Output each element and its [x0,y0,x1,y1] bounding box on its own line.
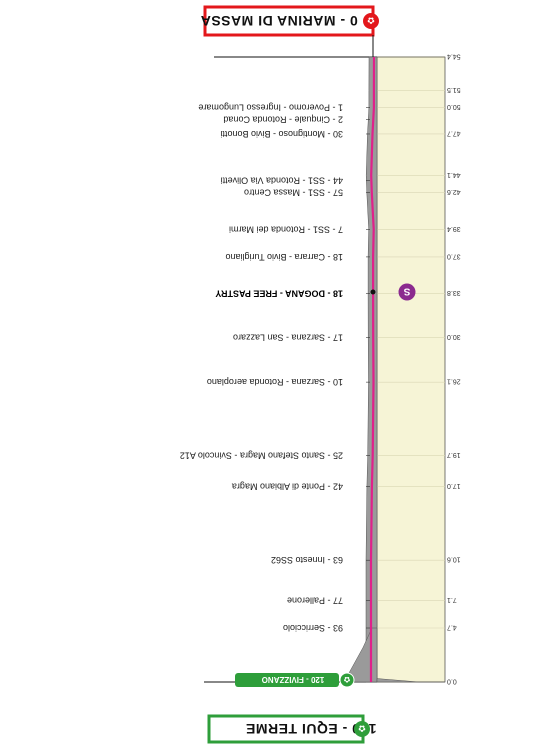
gpm-banner: 120 - FIVIZZANO ✿ [235,672,355,688]
gpm-banner-box [235,673,339,687]
km-tick-label: 0.0 [447,678,457,685]
sprint-badge-letter: S [403,286,410,297]
waypoint-label: 10 - Sarzana - Rotonda aeroplano [207,377,343,387]
waypoint-label: 18 - DOGANA - FREE PASTRY [215,289,343,299]
sprint-marker-dot [370,289,376,295]
km-tick-label: 17.0 [447,482,461,489]
waypoint-label: 7 - SS1 - Rotonda dei Marmi [229,224,343,234]
waypoint-label: 77 - Pallerone [287,595,343,605]
finish-logo-glyph: ✿ [367,16,375,26]
finish-logo-icon [363,13,379,29]
start-banner-label: 150 - EQUI TERME [246,721,377,737]
km-tick-label: 51.5 [447,86,461,93]
waypoint-label: 93 - Serricciolo [283,623,343,633]
km-tick-label: 4.7 [447,624,457,631]
waypoint-label: 63 - Innesto SS62 [271,555,343,565]
elevation-profile [343,56,445,683]
elevation-start-shelf [376,678,445,683]
finish-banner-label: 0 - MARINA DI MASSA [200,13,358,29]
km-tick-label: 47.7 [447,129,461,136]
km-tick-label: 33.8 [447,289,461,296]
km-tick-label: 30.0 [447,333,461,340]
waypoint-label: 44 - SS1 - Rotonda Via Olivetti [221,176,343,186]
km-tick-label: 42.6 [447,188,461,195]
waypoint-label: 17 - Sarzana - San Lazzaro [233,332,343,342]
km-tick-label: 39.4 [447,225,461,232]
waypoint-label: 25 - Santo Stefano Magra - Svincolo A12 [180,451,343,461]
km-tick-label: 26.1 [447,378,461,385]
km-tick-label: 37.0 [447,252,461,259]
waypoint-label: 18 - Carrara - Bivio Turigliano [225,252,343,262]
waypoint-label: 1 - Poveromo - Ingresso Lungomare [198,103,343,113]
waypoint-label: 30 - Montignoso - Bivio Bonotti [220,129,343,139]
waypoint-labels: 1 - Poveromo - Ingresso Lungomare 2 - Cin… [180,103,370,633]
finish-banner: 0 - MARINA DI MASSA ✿ [200,5,379,57]
start-banner-box [207,714,365,744]
start-logo-glyph: ✿ [358,724,366,734]
sprint-badge: S [370,283,416,301]
route-line [369,56,376,682]
km-tick-label: 44.1 [447,171,461,178]
km-gridlines [377,56,445,683]
waypoint-label: 2 - Cinquale - Rotonda Conad [223,115,343,125]
gpm-logo-icon [339,672,355,688]
gpm-logo-glyph: ✿ [343,675,350,684]
waypoint-label: 42 - Ponte di Albiano Magra [232,482,343,492]
gpm-banner-label: 120 - FIVIZZANO [262,675,325,684]
km-tick-label: 19.7 [447,451,461,458]
km-tick-label: 54.4 [447,53,461,60]
start-logo-icon [354,721,370,737]
km-tick-label: 10.6 [447,556,461,563]
start-banner: 150 - EQUI TERME ✿ [207,714,377,744]
sprint-badge-circle [398,283,416,301]
km-tick-label: 50.0 [447,103,461,110]
chart-background [376,56,446,683]
waypoint-label: 57 - SS1 - Massa Centro [244,188,343,198]
km-tick-labels: 54.4 51.5 50.0 47.7 44.1 42.6 39.4 37.0 33.8 30.0… [447,53,461,685]
km-tick-label: 7.1 [447,596,457,603]
